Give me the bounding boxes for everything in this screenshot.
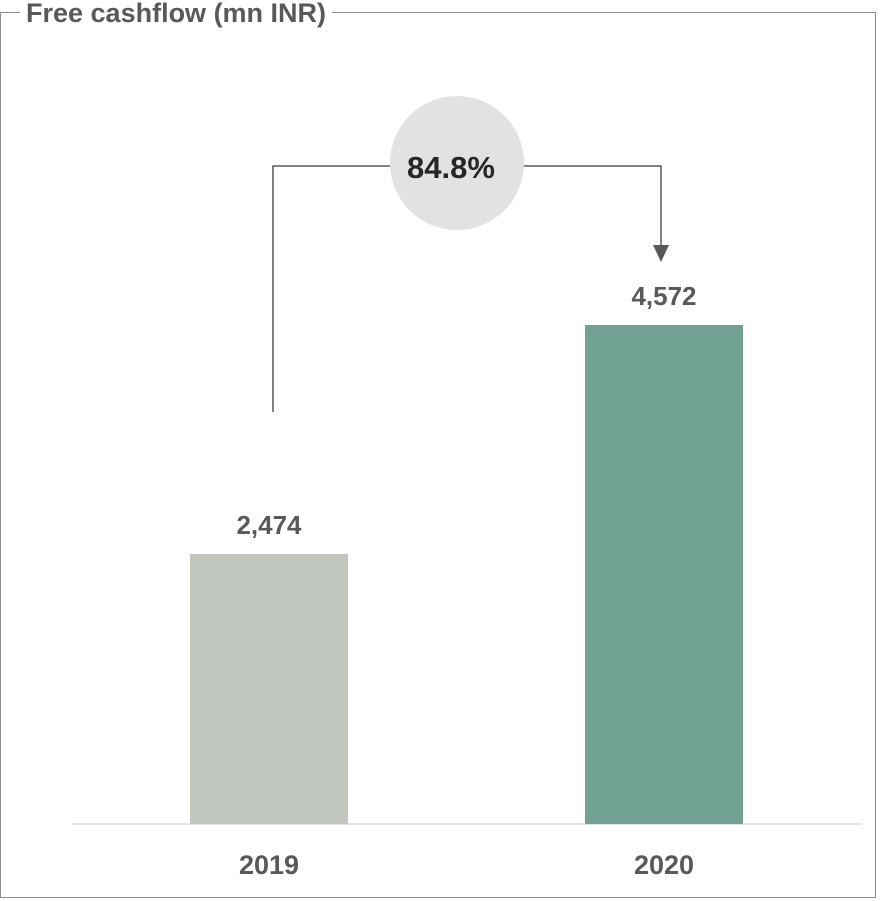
category-label-2019: 2019 xyxy=(239,850,299,880)
growth-badge xyxy=(390,96,524,230)
bar-2020 xyxy=(585,325,743,824)
bar-2019 xyxy=(190,553,348,824)
category-label-2020: 2020 xyxy=(634,850,694,880)
chart-title: Free cashflow (mn INR) xyxy=(20,0,333,29)
growth-label: 84.8% xyxy=(407,150,495,185)
growth-arrow-head xyxy=(653,245,669,262)
chart-frame xyxy=(0,12,876,898)
value-label-2020: 4,572 xyxy=(631,281,696,311)
value-label-2019: 2,474 xyxy=(236,510,302,540)
